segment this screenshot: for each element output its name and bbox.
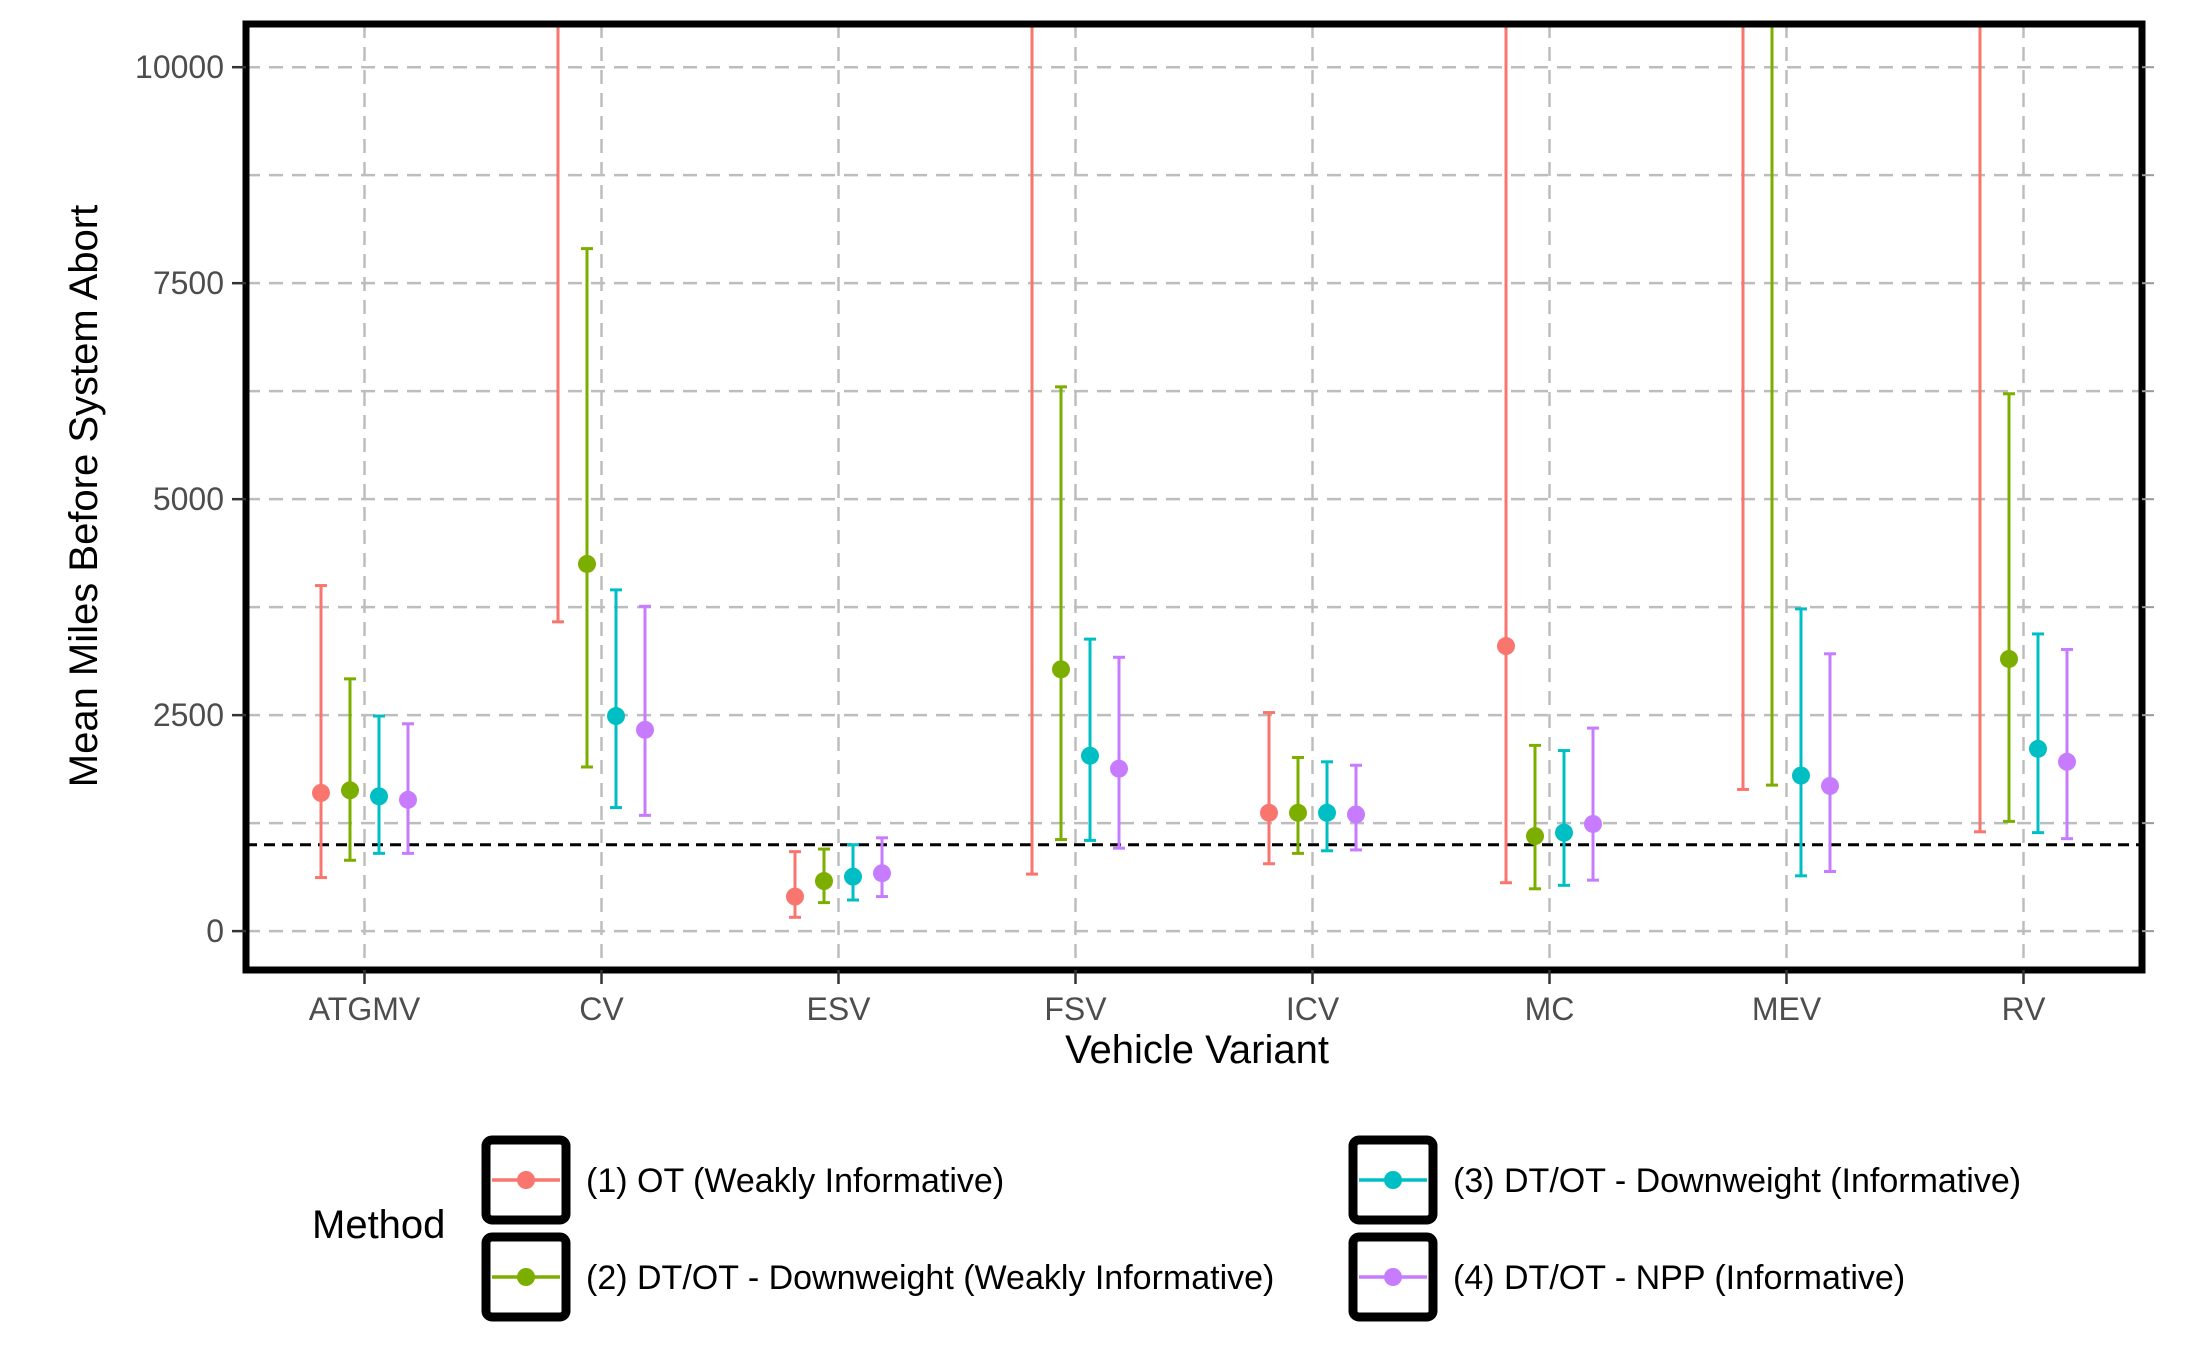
axis-layer: 0 2500 5000 7500 10000 ATGMV CV ESV FSV ICV MC MEV R… — [135, 20, 2154, 1027]
data-point — [370, 787, 388, 806]
legend-item: (4) DT/OT - NPP (Informative) — [1348, 1232, 1905, 1322]
x-tick-label: ICV — [1286, 991, 1340, 1027]
data-point — [1110, 759, 1128, 778]
x-tick-label: MEV — [1752, 991, 1822, 1027]
legend-label: (2) DT/OT - Downweight (Weakly Informati… — [586, 1259, 1274, 1297]
data-point — [1555, 823, 1573, 842]
x-tick-label: ESV — [806, 991, 871, 1027]
data-point — [312, 783, 330, 802]
y-tick-label: 7500 — [153, 265, 224, 301]
data-point — [1792, 766, 1810, 785]
data-point — [2000, 649, 2018, 668]
legend-label: (3) DT/OT - Downweight (Informative) — [1453, 1162, 2021, 1200]
data-point — [2058, 752, 2076, 771]
data-point — [341, 781, 359, 800]
legend-title: Method — [312, 1203, 445, 1247]
legend-key-point — [1384, 1171, 1402, 1189]
legend-key-point — [517, 1171, 535, 1189]
x-tick-label: RV — [2002, 991, 2047, 1027]
y-tick-label: 0 — [206, 913, 224, 949]
data-point — [607, 707, 625, 726]
x-tick-label: MC — [1525, 991, 1575, 1027]
mark-layer — [312, 24, 2076, 919]
y-tick-label: 2500 — [153, 697, 224, 733]
data-point — [1081, 746, 1099, 765]
legend-label: (1) OT (Weakly Informative) — [586, 1162, 1004, 1200]
legend-item: (2) DT/OT - Downweight (Weakly Informati… — [481, 1232, 1274, 1322]
data-point — [399, 790, 417, 809]
legend-item: (3) DT/OT - Downweight (Informative) — [1348, 1135, 2021, 1225]
data-point — [1526, 827, 1544, 846]
y-tick-label: 5000 — [153, 481, 224, 517]
data-point — [815, 872, 833, 891]
data-point — [1052, 660, 1070, 679]
legend-label: (4) DT/OT - NPP (Informative) — [1453, 1259, 1905, 1297]
y-axis-title: Mean Miles Before System Abort — [62, 205, 106, 787]
data-point — [578, 554, 596, 573]
data-point — [873, 864, 891, 883]
data-point — [1260, 803, 1278, 822]
grid-layer — [246, 24, 2142, 970]
data-point — [1821, 776, 1839, 795]
data-point — [1584, 814, 1602, 833]
data-point — [636, 720, 654, 739]
x-tick-label: ATGMV — [309, 991, 421, 1027]
data-point — [786, 887, 804, 906]
plot-panel-border — [242, 20, 2146, 974]
x-axis-title: Vehicle Variant — [1065, 1028, 1329, 1072]
x-tick-label: CV — [579, 991, 624, 1027]
data-point — [1318, 803, 1336, 822]
data-point — [1347, 805, 1365, 824]
legend-key-point — [1384, 1268, 1402, 1286]
legend-key-point — [517, 1268, 535, 1286]
legend-item: (1) OT (Weakly Informative) — [481, 1135, 1004, 1225]
data-point — [1289, 803, 1307, 822]
data-point — [2029, 739, 2047, 758]
x-tick-label: FSV — [1044, 991, 1107, 1027]
data-point — [1497, 637, 1515, 656]
legend: (1) OT (Weakly Informative) (2) DT/OT - D… — [481, 1135, 2021, 1322]
data-point — [844, 867, 862, 886]
y-tick-label: 10000 — [135, 49, 224, 85]
